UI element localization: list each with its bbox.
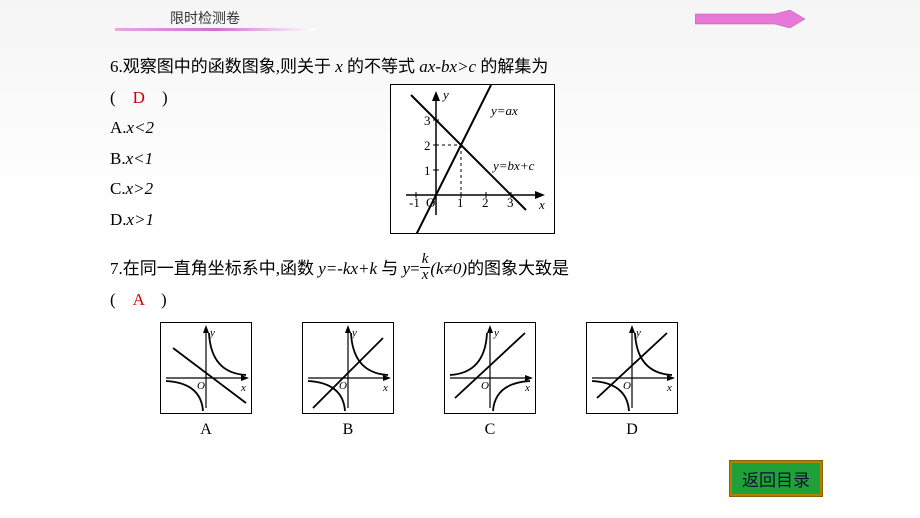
svg-text:x: x [666, 382, 672, 394]
q7-option-d: y x O D [586, 322, 678, 445]
svg-text:1: 1 [457, 195, 464, 210]
q6-opt-d-text: x>1 [127, 210, 155, 229]
q7-f2-y: y [403, 259, 411, 278]
svg-text:O: O [197, 380, 205, 392]
svg-text:y: y [493, 327, 499, 339]
q6-answer: D [133, 88, 145, 107]
svg-text:x: x [538, 197, 545, 212]
q7-fraction: kx [420, 252, 431, 283]
q6-option-a: A.x<2 [110, 113, 430, 144]
q7-answer: A [133, 290, 144, 309]
q6-stem-suffix: 的解集为 [476, 57, 548, 76]
svg-text:2: 2 [424, 138, 431, 153]
q7-stem-suffix: 的图象大致是 [467, 259, 569, 278]
svg-text:y=ax: y=ax [489, 103, 518, 118]
q7-f1: y=-kx+k [318, 259, 377, 278]
svg-text:-1: -1 [409, 195, 420, 210]
question-6: 6.观察图中的函数图象,则关于 x 的不等式 ax-bx>c 的解集为 ( D … [110, 52, 810, 236]
q7-stem-mid: 与 [377, 259, 403, 278]
q6-option-c: C.x>2 [110, 174, 430, 205]
svg-text:O: O [481, 380, 489, 392]
q7-label-d: D [586, 416, 678, 445]
q6-number: 6. [110, 57, 123, 76]
q6-option-b: B.x<1 [110, 144, 430, 175]
svg-text:y: y [441, 87, 449, 102]
header-title: 限时检测卷 [170, 8, 240, 28]
q7-option-c: y x O C [444, 322, 536, 445]
question-7: 7.在同一直角坐标系中,函数 y=-kx+k 与 y=kx(k≠0)的图象大致是… [110, 254, 810, 445]
q7-option-b: y x O B [302, 322, 394, 445]
q6-opt-a-text: x<2 [127, 118, 155, 137]
q7-label-a: A [160, 416, 252, 445]
q6-option-d: D.x>1 [110, 205, 430, 236]
svg-text:3: 3 [424, 113, 431, 128]
q6-answer-and-options: ( D ) A.x<2 B.x<1 C.x>2 D.x>1 [110, 83, 430, 236]
q7-frac-den: x [420, 268, 431, 283]
slide-header: 限时检测卷 [0, 0, 920, 32]
q6-var-x: x [335, 57, 343, 76]
return-toc-button[interactable]: 返回目录 [730, 461, 822, 496]
content-area: 6.观察图中的函数图象,则关于 x 的不等式 ax-bx>c 的解集为 ( D … [0, 32, 920, 445]
q7-graph-a: y x O y [160, 322, 252, 414]
q7-answer-row: ( A ) [110, 285, 810, 316]
svg-text:x: x [382, 382, 388, 394]
q7-f2-eq: = [410, 259, 420, 278]
q7-stem: 7.在同一直角坐标系中,函数 y=-kx+k 与 y=kx(k≠0)的图象大致是 [110, 254, 810, 286]
q6-opt-c-text: x>2 [126, 179, 154, 198]
q7-option-a: y x O y [160, 322, 252, 445]
q6-opt-b-text: x<1 [126, 149, 154, 168]
q7-graph-b: y x O [302, 322, 394, 414]
q6-stem-mid: 的不等式 [343, 57, 420, 76]
q7-number: 7. [110, 259, 123, 278]
q6-graph: y x O -1 1 2 3 1 2 3 [390, 84, 555, 234]
q6-stem: 6.观察图中的函数图象,则关于 x 的不等式 ax-bx>c 的解集为 [110, 52, 810, 83]
q7-frac-num: k [420, 252, 431, 268]
q7-graph-d: y x O [586, 322, 678, 414]
svg-text:1: 1 [424, 163, 431, 178]
svg-text:y=bx+c: y=bx+c [491, 158, 535, 173]
q7-options-row: y x O y [160, 322, 810, 445]
header-underline [115, 28, 315, 31]
svg-text:x: x [524, 382, 530, 394]
q7-label-c: C [444, 416, 536, 445]
svg-text:2: 2 [482, 195, 489, 210]
q7-graph-c: y x O [444, 322, 536, 414]
header-arrow-icon [695, 10, 805, 28]
q7-label-b: B [302, 416, 394, 445]
q7-stem-prefix: 在同一直角坐标系中,函数 [123, 259, 319, 278]
q6-stem-prefix: 观察图中的函数图象,则关于 [123, 57, 336, 76]
svg-text:x: x [240, 382, 246, 394]
q6-expr: ax-bx>c [419, 57, 476, 76]
svg-text:O: O [623, 380, 631, 392]
q6-answer-row: ( D ) [110, 83, 430, 114]
q7-cond: (k≠0) [430, 259, 467, 278]
